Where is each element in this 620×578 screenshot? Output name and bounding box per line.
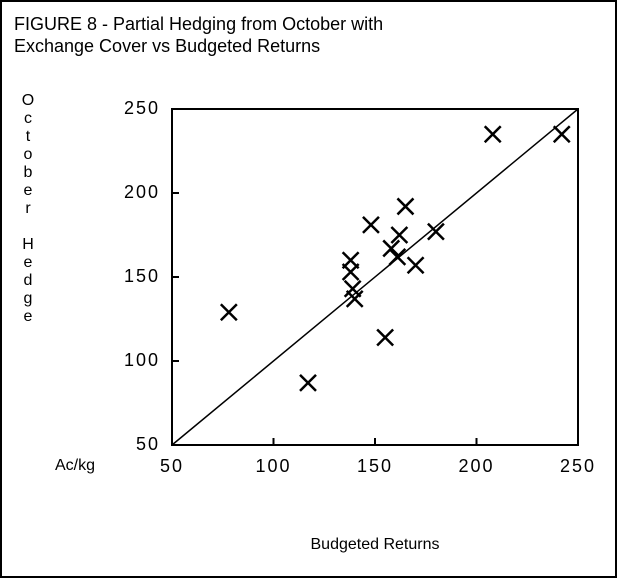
x-tick-label: 250 bbox=[560, 456, 596, 476]
point bbox=[388, 247, 407, 266]
chart-title: FIGURE 8 - Partial Hedging from October … bbox=[14, 14, 383, 34]
point bbox=[376, 328, 395, 347]
x-tick-label: 200 bbox=[458, 456, 494, 476]
point bbox=[396, 197, 415, 216]
point bbox=[341, 263, 360, 281]
y-tick-label: 150 bbox=[124, 266, 160, 286]
x-tick-label: 50 bbox=[160, 456, 184, 476]
point bbox=[382, 239, 401, 258]
point bbox=[390, 226, 409, 244]
x-tick-label: 100 bbox=[255, 456, 291, 476]
y-tick-label: 200 bbox=[124, 182, 160, 202]
point bbox=[427, 222, 445, 241]
chart-title: Exchange Cover vs Budgeted Returns bbox=[14, 36, 320, 56]
y-axis-label: October Hedge bbox=[20, 92, 37, 326]
point bbox=[362, 216, 380, 234]
y-tick-label: 250 bbox=[124, 98, 160, 118]
point bbox=[345, 289, 364, 308]
y-tick-label: 50 bbox=[136, 434, 160, 454]
point bbox=[552, 125, 571, 144]
y-tick-label: 100 bbox=[124, 350, 160, 370]
x-axis-label: Budgeted Returns bbox=[311, 536, 440, 553]
point bbox=[299, 373, 317, 392]
x-tick-label: 150 bbox=[357, 456, 393, 476]
reference-line bbox=[171, 108, 579, 446]
point bbox=[406, 256, 425, 275]
point bbox=[219, 303, 238, 322]
unit-label: Ac/kg bbox=[55, 457, 95, 474]
point bbox=[483, 125, 502, 144]
